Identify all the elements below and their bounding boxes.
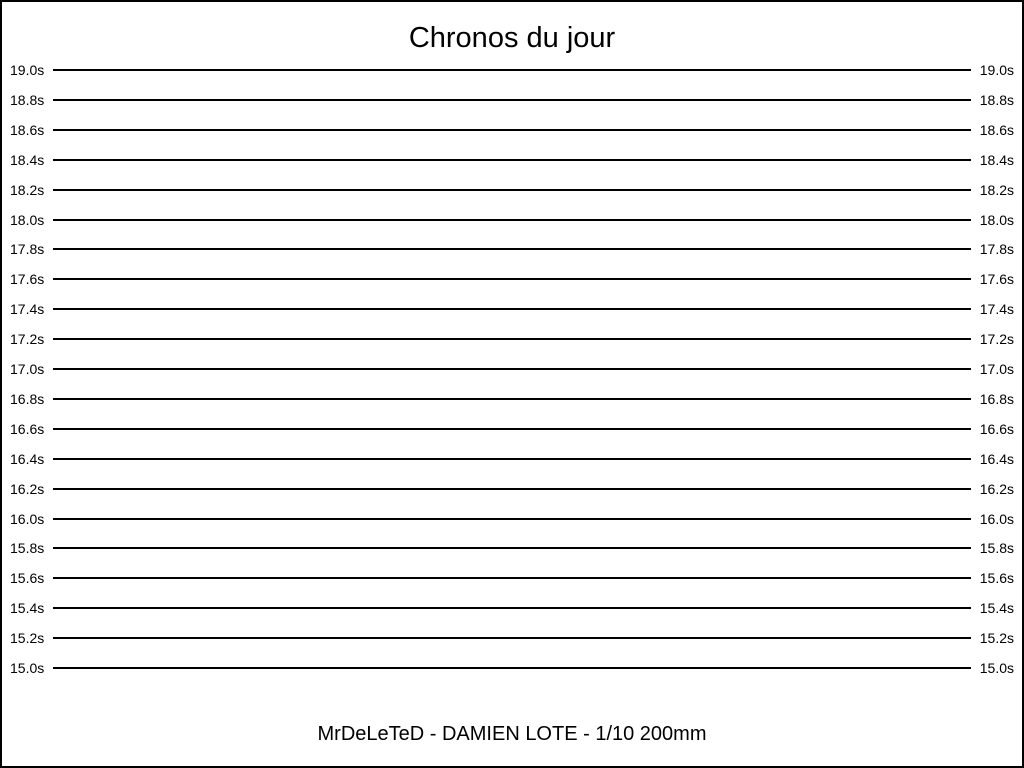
gridline [53, 607, 971, 610]
grid-row: 15.8s 15.8s [10, 538, 1014, 558]
y-tick-label-left: 17.0s [10, 361, 45, 377]
y-tick-label-left: 18.0s [10, 211, 45, 228]
grid-row: 17.2s 17.2s [10, 329, 1014, 349]
y-tick-label-left: 15.0s [10, 660, 45, 676]
y-tick-label-left: 17.2s [10, 331, 45, 348]
y-tick-label-right: 15.8s [979, 540, 1014, 557]
y-tick-label-right: 15.2s [979, 630, 1014, 647]
y-tick-label-right: 17.0s [979, 361, 1014, 377]
y-tick-label-right: 17.2s [979, 331, 1014, 348]
grid-row: 18.6s 18.6s [10, 120, 1014, 140]
grid-row: 16.4s 16.4s [10, 449, 1014, 469]
grid-row: 17.6s 17.6s [10, 269, 1014, 289]
y-tick-label-left: 15.4s [10, 600, 45, 617]
y-tick-label-right: 17.8s [979, 241, 1014, 258]
y-tick-label-left: 17.4s [10, 301, 45, 318]
y-tick-label-left: 18.6s [10, 121, 45, 138]
y-tick-label-left: 17.6s [10, 271, 45, 288]
y-tick-label-right: 17.4s [979, 301, 1014, 318]
y-tick-label-left: 15.2s [10, 630, 45, 647]
gridline [53, 667, 971, 669]
grid-row: 16.8s 16.8s [10, 389, 1014, 409]
gridline [53, 368, 971, 370]
y-tick-label-left: 16.2s [10, 480, 45, 497]
y-tick-label-right: 18.6s [979, 121, 1014, 138]
grid-row: 16.0s 16.0s [10, 509, 1014, 529]
grid-row: 18.8s 18.8s [10, 90, 1014, 110]
grid-row: 18.0s 18.0s [10, 210, 1014, 230]
y-tick-label-right: 19.0s [979, 62, 1014, 78]
grid-row: 15.2s 15.2s [10, 628, 1014, 648]
chart-title: Chronos du jour [408, 22, 616, 54]
y-tick-label-left: 16.4s [10, 450, 45, 467]
grid-row: 18.2s 18.2s [10, 180, 1014, 200]
y-tick-label-right: 18.0s [979, 211, 1014, 228]
gridline [53, 397, 971, 400]
y-tick-label-left: 18.8s [10, 91, 45, 108]
y-tick-label-right: 18.8s [979, 91, 1014, 108]
y-tick-label-right: 18.2s [979, 181, 1014, 198]
grid-row: 19.0s 19.0s [10, 60, 1014, 80]
y-tick-label-right: 16.0s [979, 510, 1014, 527]
grid-row: 17.4s 17.4s [10, 299, 1014, 319]
grid-row: 16.2s 16.2s [10, 479, 1014, 499]
gridline [53, 547, 971, 550]
gridline [53, 577, 971, 580]
gridline [53, 637, 971, 640]
y-tick-label-left: 16.8s [10, 390, 45, 407]
y-tick-label-right: 15.6s [979, 570, 1014, 587]
gridline [53, 308, 971, 311]
y-tick-label-left: 15.8s [10, 540, 45, 557]
gridline [53, 338, 971, 341]
y-tick-label-right: 17.6s [979, 271, 1014, 288]
y-tick-label-right: 16.4s [979, 450, 1014, 467]
y-tick-label-right: 15.0s [979, 660, 1014, 676]
y-tick-label-right: 16.2s [979, 480, 1014, 497]
gridline [53, 427, 971, 430]
y-tick-label-right: 18.4s [979, 151, 1014, 168]
y-tick-label-right: 15.4s [979, 600, 1014, 617]
y-tick-label-left: 16.0s [10, 510, 45, 527]
y-tick-label-left: 18.4s [10, 151, 45, 168]
y-tick-label-left: 19.0s [10, 62, 45, 78]
grid-row: 16.6s 16.6s [10, 419, 1014, 439]
gridline [53, 128, 971, 131]
gridline [53, 218, 971, 221]
gridline [53, 248, 971, 251]
gridline [53, 158, 971, 161]
gridline [53, 487, 971, 490]
grid-row: 15.0s 15.0s [10, 658, 1014, 678]
y-tick-label-left: 15.6s [10, 570, 45, 587]
gridline [53, 98, 971, 101]
chart-caption: MrDeLeTeD - DAMIEN LOTE - 1/10 200mm [317, 723, 707, 745]
y-tick-label-left: 17.8s [10, 241, 45, 258]
y-tick-label-left: 18.2s [10, 181, 45, 198]
gridline [53, 517, 971, 520]
y-tick-label-right: 16.6s [979, 420, 1014, 437]
gridline [53, 188, 971, 191]
grid-row: 17.0s 17.0s [10, 359, 1014, 379]
y-tick-label-left: 16.6s [10, 420, 45, 437]
gridline [53, 457, 971, 460]
gridline [53, 278, 971, 281]
gridline [53, 69, 971, 71]
grid-row: 18.4s 18.4s [10, 150, 1014, 170]
grid-row: 17.8s 17.8s [10, 239, 1014, 259]
grid-row: 15.4s 15.4s [10, 598, 1014, 618]
grid-row: 15.6s 15.6s [10, 568, 1014, 588]
y-tick-label-right: 16.8s [979, 390, 1014, 407]
